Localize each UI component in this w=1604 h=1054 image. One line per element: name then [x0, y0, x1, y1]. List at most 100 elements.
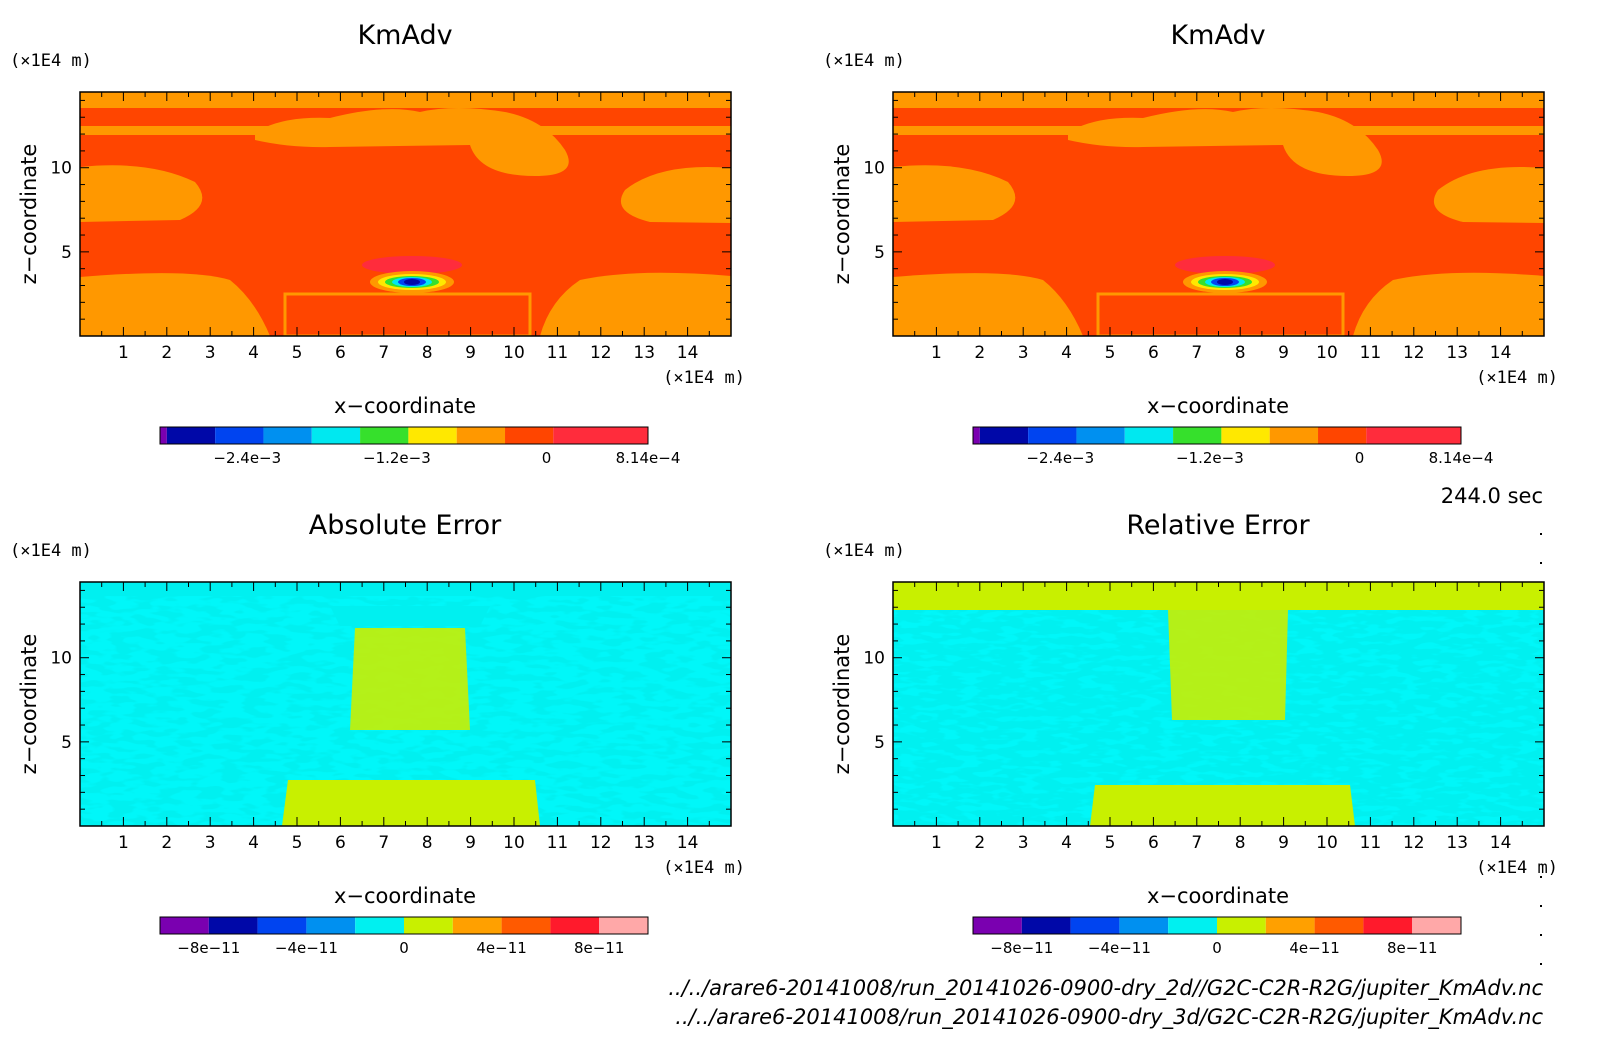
x-axis-unit: (×1E4 m) — [1476, 368, 1558, 388]
chart-title: Absolute Error — [309, 510, 502, 541]
x-tick-label: 11 — [547, 343, 569, 363]
colorbar-tick-label: 4e−11 — [476, 939, 526, 957]
x-tick-label: 6 — [1148, 833, 1159, 853]
y-tick-label: 10 — [50, 649, 72, 669]
colorbar-swatch — [1119, 917, 1169, 934]
x-tick-label: 13 — [633, 833, 655, 853]
x-tick-label: 3 — [1018, 343, 1029, 363]
relative-error-field — [893, 582, 1544, 826]
colorbar-tick-label: −2.4e−3 — [213, 449, 281, 467]
colorbar-swatch — [360, 427, 409, 444]
y-axis-label: z−coordinate — [17, 144, 41, 285]
x-tick-label: 4 — [1061, 833, 1072, 853]
file-path-2: ../../arare6-20141008/run_20141026-0900-… — [675, 1005, 1543, 1030]
y-axis-label: z−coordinate — [830, 634, 854, 775]
colorbar-tick-label: 8.14e−4 — [616, 449, 681, 467]
colorbar-swatch — [1221, 427, 1270, 444]
colorbar-swatch — [505, 427, 554, 444]
colorbar-tick-label: 8.14e−4 — [1429, 449, 1494, 467]
x-tick-label: 13 — [633, 343, 655, 363]
x-tick-label: 14 — [677, 343, 699, 363]
x-tick-label: 4 — [248, 343, 259, 363]
x-tick-label: 10 — [1316, 343, 1338, 363]
colorbar-tick-label: −4e−11 — [275, 939, 338, 957]
y-tick-label: 5 — [874, 733, 885, 753]
colorbar-swatch — [1269, 427, 1319, 444]
x-tick-label: 11 — [1360, 343, 1382, 363]
x-axis-unit: (×1E4 m) — [663, 858, 745, 878]
x-tick-label: 6 — [335, 343, 346, 363]
y-tick-label: 10 — [50, 159, 72, 179]
colorbar-swatch — [355, 917, 404, 934]
axes-layer: KmAdv(×1E4 m)1 2 3 4 5 6 7 8 9 10 11 12 13 14510(×1E4… — [10, 20, 1558, 957]
x-tick-label: 1 — [931, 343, 942, 363]
colorbar-swatch — [1124, 427, 1174, 444]
page-dots — [1540, 533, 1542, 965]
x-axis-label: x−coordinate — [1147, 394, 1289, 418]
colorbar-swatch — [1314, 917, 1364, 934]
y-tick-label: 5 — [61, 243, 72, 263]
colorbar-frame — [972, 916, 1462, 935]
colorbar-swatch — [599, 917, 648, 934]
colorbar-swatch — [160, 427, 167, 444]
colorbar-swatch — [1217, 917, 1266, 934]
x-tick-label: 10 — [503, 833, 525, 853]
x-tick-label: 1 — [118, 343, 129, 363]
x-tick-label: 9 — [465, 833, 476, 853]
x-tick-label: 4 — [248, 833, 259, 853]
x-tick-label: 12 — [590, 833, 612, 853]
x-tick-label: 4 — [1061, 343, 1072, 363]
x-tick-label: 2 — [974, 343, 985, 363]
x-tick-label: 3 — [1018, 833, 1029, 853]
colorbar-swatch — [1028, 427, 1077, 444]
kmadv-field-right — [893, 92, 1544, 336]
colorbar-swatch — [456, 427, 506, 444]
x-tick-label: 13 — [1446, 343, 1468, 363]
colorbar-swatch — [1173, 427, 1222, 444]
colorbar-tick-label: 8e−11 — [1387, 939, 1437, 957]
colorbar-swatch — [1265, 917, 1315, 934]
colorbar-frame — [159, 426, 649, 445]
colorbar-swatch — [1363, 917, 1413, 934]
x-tick-label: 9 — [465, 343, 476, 363]
x-axis-unit: (×1E4 m) — [663, 368, 745, 388]
colorbar-swatch — [263, 427, 312, 444]
colorbar-swatch — [973, 427, 980, 444]
x-tick-label: 1 — [118, 833, 129, 853]
x-tick-label: 2 — [974, 833, 985, 853]
x-tick-label: 2 — [161, 833, 172, 853]
y-axis-label: z−coordinate — [17, 634, 41, 775]
x-tick-label: 5 — [1105, 833, 1116, 853]
x-tick-label: 2 — [161, 343, 172, 363]
x-tick-label: 11 — [1360, 833, 1382, 853]
x-tick-label: 14 — [1490, 343, 1512, 363]
x-tick-label: 12 — [1403, 343, 1425, 363]
file-path-1: ../../arare6-20141008/run_20141026-0900-… — [668, 976, 1543, 1001]
x-tick-label: 5 — [292, 833, 303, 853]
colorbar-swatch — [1168, 917, 1217, 934]
x-tick-label: 8 — [1235, 343, 1246, 363]
x-tick-label: 7 — [378, 833, 389, 853]
colorbar-tick-label: 8e−11 — [574, 939, 624, 957]
chart-title: Relative Error — [1126, 510, 1310, 541]
x-tick-label: 7 — [378, 343, 389, 363]
y-tick-label: 10 — [863, 649, 885, 669]
colorbar-tick-label: −8e−11 — [990, 939, 1053, 957]
x-tick-label: 1 — [931, 833, 942, 853]
x-tick-label: 10 — [1316, 833, 1338, 853]
x-tick-label: 10 — [503, 343, 525, 363]
x-tick-label: 14 — [677, 833, 699, 853]
y-tick-label: 5 — [874, 243, 885, 263]
x-tick-label: 5 — [292, 343, 303, 363]
x-tick-label: 8 — [1235, 833, 1246, 853]
colorbar-tick-label: −1.2e−3 — [1176, 449, 1244, 467]
colorbar-tick-label: −2.4e−3 — [1026, 449, 1094, 467]
colorbar-tick-label: 0 — [399, 939, 409, 957]
x-tick-label: 7 — [1191, 833, 1202, 853]
colorbar-tick-label: −1.2e−3 — [363, 449, 431, 467]
colorbar-swatch — [1318, 427, 1367, 444]
colorbar-frame — [972, 426, 1462, 445]
x-tick-label: 8 — [422, 343, 433, 363]
colorbar-swatch — [306, 917, 356, 934]
